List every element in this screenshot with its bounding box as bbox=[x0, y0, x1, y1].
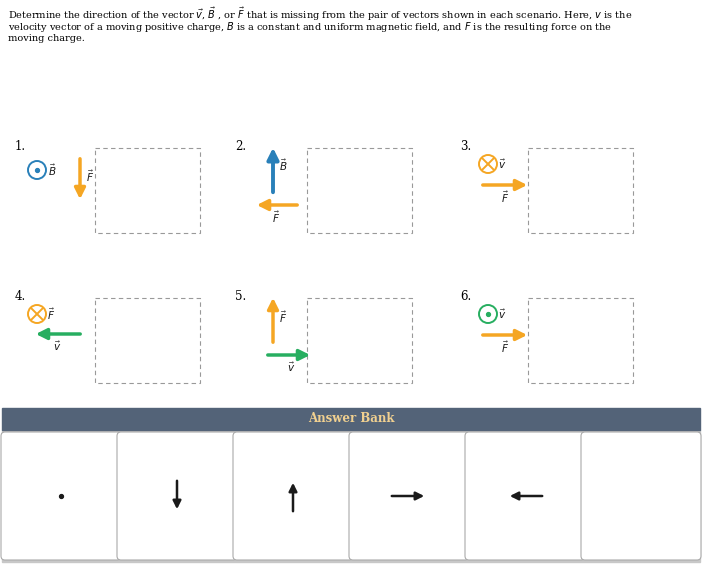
Text: 4.: 4. bbox=[15, 290, 26, 303]
Text: 5.: 5. bbox=[235, 290, 246, 303]
Text: $\vec{F}$: $\vec{F}$ bbox=[86, 168, 94, 184]
Text: $\vec{v}$: $\vec{v}$ bbox=[498, 157, 506, 171]
Text: velocity vector of a moving positive charge, $B$ is a constant and uniform magne: velocity vector of a moving positive cha… bbox=[8, 20, 612, 34]
Text: $\vec{B}$: $\vec{B}$ bbox=[279, 157, 287, 173]
Text: 6.: 6. bbox=[460, 290, 471, 303]
Text: moving charge.: moving charge. bbox=[8, 34, 85, 43]
Text: Answer Bank: Answer Bank bbox=[307, 412, 395, 425]
Text: $\vec{F}$: $\vec{F}$ bbox=[501, 340, 509, 355]
Bar bbox=[95, 148, 200, 233]
Text: 3.: 3. bbox=[460, 140, 471, 153]
Bar bbox=[528, 148, 633, 233]
FancyBboxPatch shape bbox=[349, 432, 469, 560]
Text: 2.: 2. bbox=[235, 140, 246, 153]
Text: Determine the direction of the vector $\vec{v}$, $\vec{B}$ , or $\vec{F}$ that i: Determine the direction of the vector $\… bbox=[8, 6, 633, 23]
FancyBboxPatch shape bbox=[233, 432, 353, 560]
Bar bbox=[528, 298, 633, 383]
Text: 1.: 1. bbox=[15, 140, 26, 153]
Bar bbox=[95, 298, 200, 383]
Bar bbox=[307, 298, 412, 383]
Text: $\vec{B}$: $\vec{B}$ bbox=[48, 162, 56, 178]
Text: $\vec{v}$: $\vec{v}$ bbox=[498, 307, 506, 321]
Text: $\vec{F}$: $\vec{F}$ bbox=[47, 306, 55, 321]
FancyBboxPatch shape bbox=[117, 432, 237, 560]
Text: $\vec{v}$: $\vec{v}$ bbox=[53, 340, 61, 352]
FancyBboxPatch shape bbox=[465, 432, 585, 560]
Text: $\vec{F}$: $\vec{F}$ bbox=[501, 190, 509, 205]
FancyBboxPatch shape bbox=[581, 432, 701, 560]
FancyBboxPatch shape bbox=[1, 432, 121, 560]
Text: $\vec{F}$: $\vec{F}$ bbox=[272, 209, 280, 224]
Bar bbox=[2, 408, 700, 430]
Bar bbox=[2, 430, 700, 562]
Text: $\vec{v}$: $\vec{v}$ bbox=[287, 360, 295, 374]
Text: $\vec{F}$: $\vec{F}$ bbox=[279, 309, 287, 325]
Bar bbox=[307, 148, 412, 233]
